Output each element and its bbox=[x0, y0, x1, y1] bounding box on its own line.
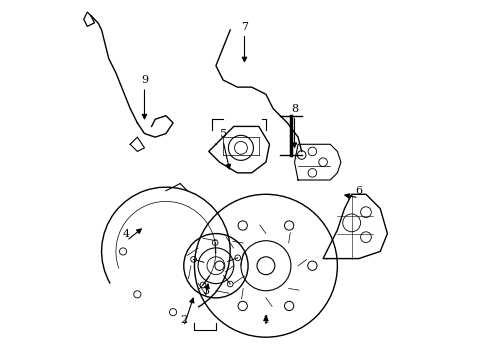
Text: 2: 2 bbox=[180, 315, 187, 325]
Text: 7: 7 bbox=[241, 22, 247, 32]
Text: 1: 1 bbox=[262, 315, 269, 325]
Text: 9: 9 bbox=[141, 75, 148, 85]
Text: 8: 8 bbox=[290, 104, 298, 114]
Text: 6: 6 bbox=[354, 186, 362, 196]
Text: 3: 3 bbox=[201, 286, 208, 296]
Text: 4: 4 bbox=[123, 229, 130, 239]
Text: 5: 5 bbox=[219, 129, 226, 139]
